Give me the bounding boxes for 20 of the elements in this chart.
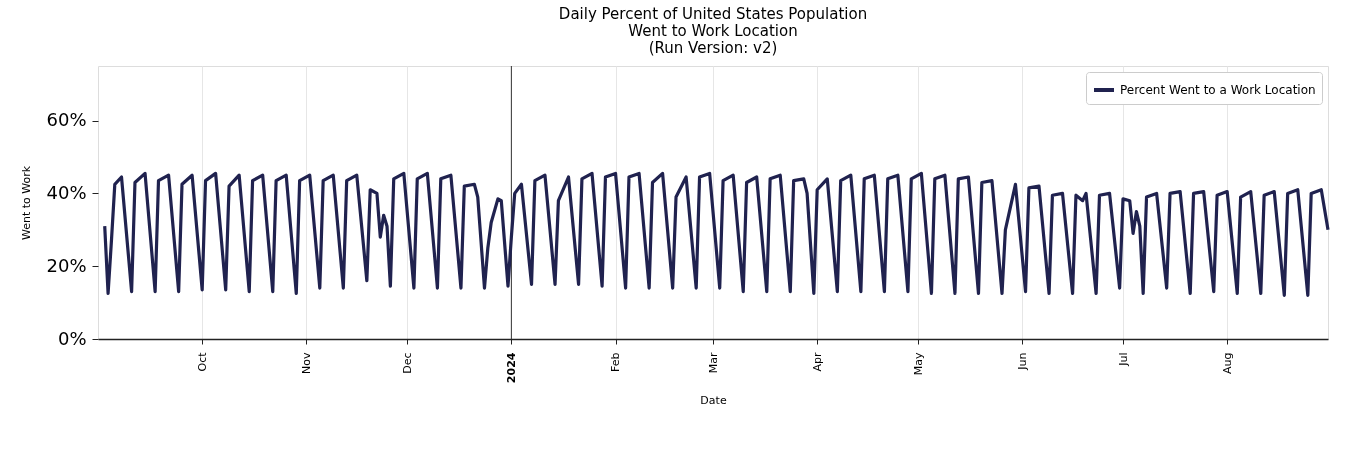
y-axis-title: Went to Work xyxy=(20,165,34,241)
x-tick-label: 2024 xyxy=(504,352,518,384)
x-tick-label: Oct xyxy=(195,351,209,372)
x-tick-label: Mar xyxy=(706,352,720,374)
y-tick-label: 40% xyxy=(46,181,87,203)
x-axis-title: Date xyxy=(700,394,727,408)
line-series xyxy=(103,171,1330,297)
x-tick-label: Aug xyxy=(1220,352,1234,374)
x-tick-label: Feb xyxy=(609,352,623,372)
y-tick-label: 60% xyxy=(46,109,87,131)
x-tick-label: Jun xyxy=(1015,352,1029,371)
x-tick-label: May xyxy=(911,352,925,376)
x-tick-label: Nov xyxy=(299,352,313,374)
x-tick-label: Dec xyxy=(400,352,414,374)
legend-label: Percent Went to a Work Location xyxy=(1120,83,1316,97)
chart-title: Daily Percent of United States Population Went to Work Location (Run Version: v2) xyxy=(558,4,868,57)
x-tick-label: Jul xyxy=(1116,352,1130,367)
y-tick-label: 20% xyxy=(46,254,87,276)
x-tick-label: Apr xyxy=(810,352,824,372)
y-tick-label: 0% xyxy=(57,327,87,349)
